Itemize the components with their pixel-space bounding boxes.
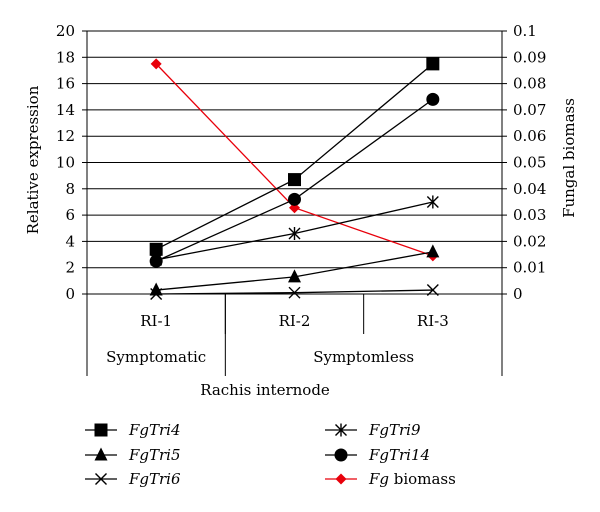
grid-lines	[87, 30, 502, 269]
data-point	[426, 92, 440, 106]
category-label: RI-2	[279, 312, 311, 330]
right-axis-title: Fungal biomass	[560, 98, 578, 218]
left-tick-label: 8	[65, 180, 75, 198]
series-fgtri4	[149, 57, 440, 256]
right-tick-label: 0.1	[513, 22, 537, 40]
left-axis-ticks: 0 2 4 6 8 10 12 14 16 18 20	[56, 22, 87, 303]
right-axis-ticks: 0 0.01 0.02 0.03 0.04 0.05 0.06 0.07 0.08 0.09 0.1	[502, 22, 546, 303]
right-tick-label: 0.02	[513, 232, 546, 250]
right-tick-label: 0.06	[513, 127, 546, 145]
legend-label: FgTri14	[368, 446, 430, 464]
data-point	[288, 227, 301, 241]
data-point	[288, 173, 301, 187]
legend-label: Fg biomass	[368, 470, 456, 488]
legend-item: FgTri4	[85, 421, 181, 439]
legend-marker	[94, 447, 108, 461]
legend-label: FgTri9	[368, 421, 421, 439]
legend-label: FgTri6	[128, 470, 181, 488]
legend: FgTri4 FgTri5 FgTri6 FgTri9 FgTri14 Fg biomas…	[85, 421, 456, 488]
left-tick-label: 18	[56, 48, 75, 66]
data-point	[149, 242, 163, 256]
left-tick-label: 6	[65, 206, 75, 224]
data-point	[149, 254, 163, 268]
data-point	[426, 57, 440, 71]
right-tick-label: 0	[513, 285, 523, 303]
series-fgtri6	[150, 284, 439, 300]
group-label: Symptomatic	[106, 348, 206, 366]
left-tick-label: 4	[65, 232, 75, 250]
data-point	[426, 195, 439, 209]
category-table: Symptomatic Symptomless RI-1 RI-2 RI-3	[106, 294, 449, 376]
data-point	[426, 284, 439, 297]
right-tick-label: 0.08	[513, 75, 546, 93]
series-line	[155, 63, 434, 250]
left-tick-label: 0	[65, 285, 75, 303]
data-point	[150, 288, 163, 300]
data-point	[426, 244, 440, 258]
left-tick-label: 10	[56, 154, 75, 172]
legend-item: FgTri9	[325, 421, 421, 439]
legend-marker	[334, 448, 348, 462]
right-tick-label: 0.04	[513, 180, 546, 198]
series-fgtri14	[149, 92, 440, 268]
group-label: Symptomless	[313, 348, 414, 366]
category-label: RI-3	[417, 312, 449, 330]
data-point	[288, 269, 301, 283]
series-fgtri5	[149, 244, 440, 296]
left-tick-label: 16	[56, 75, 75, 93]
right-tick-label: 0.03	[513, 206, 546, 224]
legend-marker	[94, 423, 108, 437]
left-tick-label: 20	[56, 22, 75, 40]
right-tick-label: 0.09	[513, 48, 546, 66]
legend-marker	[335, 473, 347, 485]
legend-item: FgTri6	[85, 470, 181, 488]
right-tick-label: 0.01	[513, 259, 546, 277]
category-label: RI-1	[140, 312, 172, 330]
right-tick-label: 0.05	[513, 154, 546, 172]
legend-marker	[95, 473, 107, 485]
series-layer	[149, 57, 440, 300]
left-axis-title: Relative expression	[24, 85, 42, 234]
series-fgtri9	[150, 195, 439, 267]
data-point	[288, 192, 301, 206]
data-point	[150, 58, 162, 70]
data-point	[149, 282, 163, 296]
legend-item: Fg biomass	[325, 470, 456, 488]
left-tick-label: 14	[56, 101, 75, 119]
legend-label: FgTri5	[128, 446, 181, 464]
left-tick-label: 2	[65, 259, 75, 277]
legend-item: FgTri14	[325, 446, 430, 464]
x-axis-title: Rachis internode	[200, 381, 330, 399]
legend-label: FgTri4	[128, 421, 181, 439]
legend-marker	[335, 423, 347, 437]
legend-item: FgTri5	[85, 446, 181, 464]
left-tick-label: 12	[56, 127, 75, 145]
data-point	[288, 286, 301, 299]
right-tick-label: 0.07	[513, 101, 546, 119]
